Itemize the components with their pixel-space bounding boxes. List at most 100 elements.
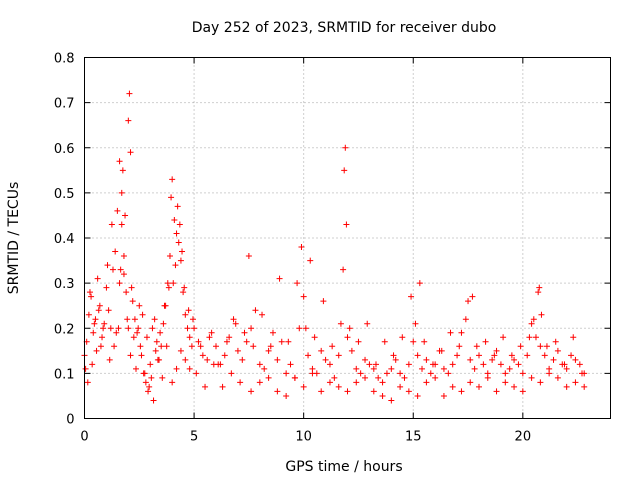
data-point: [543, 343, 550, 350]
y-tick-label: 0.1: [54, 367, 75, 382]
data-point: [179, 248, 186, 255]
data-point: [223, 338, 230, 345]
data-point: [199, 352, 206, 359]
data-point: [346, 325, 353, 332]
data-point: [191, 325, 198, 332]
data-point: [447, 329, 454, 336]
data-point: [401, 374, 408, 381]
data-point: [161, 302, 168, 309]
data-point: [458, 329, 465, 336]
data-point: [120, 253, 127, 260]
data-point: [563, 365, 570, 372]
data-point: [166, 253, 173, 260]
data-point: [342, 144, 349, 151]
data-point: [326, 361, 333, 368]
data-point: [219, 383, 226, 390]
data-point: [493, 347, 500, 354]
data-point: [390, 352, 397, 359]
data-point: [335, 383, 342, 390]
data-point: [541, 352, 548, 359]
data-point: [184, 325, 191, 332]
data-point: [99, 334, 106, 341]
data-point: [302, 325, 309, 332]
data-point: [174, 203, 181, 210]
data-point: [423, 379, 430, 386]
data-point: [169, 176, 176, 183]
data-point: [467, 356, 474, 363]
x-tick-labels: 0 5 10 15 20: [80, 430, 531, 445]
data-point: [134, 329, 141, 336]
y-tick-label: 0.4: [54, 232, 75, 247]
data-point: [366, 361, 373, 368]
data-point: [348, 347, 355, 354]
data-point: [150, 397, 157, 404]
data-point: [489, 356, 496, 363]
data-point: [383, 370, 390, 377]
grid: [84, 57, 611, 419]
data-point: [561, 361, 568, 368]
data-point: [152, 347, 159, 354]
data-point: [93, 347, 100, 354]
data-point: [379, 379, 386, 386]
data-point: [173, 230, 180, 237]
data-point: [234, 347, 241, 354]
data-point: [232, 320, 239, 327]
data-point: [335, 352, 342, 359]
data-point: [296, 325, 303, 332]
data-point: [92, 316, 99, 323]
data-point: [405, 361, 412, 368]
data-point: [118, 221, 125, 228]
data-point: [130, 334, 137, 341]
data-point: [497, 361, 504, 368]
data-point: [449, 383, 456, 390]
data-point: [172, 262, 179, 269]
data-point: [127, 352, 134, 359]
data-point: [552, 338, 559, 345]
data-point: [97, 343, 104, 350]
data-point: [572, 379, 579, 386]
data-point: [163, 343, 170, 350]
chart-title: Day 252 of 2023, SRMTID for receiver dub…: [192, 20, 497, 36]
data-point: [550, 356, 557, 363]
data-point: [131, 316, 138, 323]
data-point: [563, 383, 570, 390]
y-tick-label: 0.6: [54, 142, 75, 157]
data-point: [322, 356, 329, 363]
data-point: [118, 189, 125, 196]
data-point: [344, 334, 351, 341]
data-point: [107, 325, 114, 332]
data-point: [491, 352, 498, 359]
data-point: [122, 212, 129, 219]
data-point: [536, 284, 543, 291]
data-point: [133, 365, 140, 372]
data-point: [429, 361, 436, 368]
data-point: [353, 379, 360, 386]
data-point: [397, 370, 404, 377]
data-point: [265, 374, 272, 381]
data-point: [204, 356, 211, 363]
data-point: [181, 284, 188, 291]
data-point: [90, 329, 97, 336]
data-point: [554, 374, 561, 381]
data-point: [106, 356, 113, 363]
y-axis-label: SRMTID / TECUs: [6, 182, 22, 295]
data-point: [169, 379, 176, 386]
data-point: [252, 307, 259, 314]
data-point: [362, 374, 369, 381]
data-point: [151, 316, 158, 323]
data-point: [186, 334, 193, 341]
data-point: [554, 347, 561, 354]
data-point: [91, 320, 98, 327]
data-point: [116, 158, 123, 165]
data-point: [241, 329, 248, 336]
data-point: [153, 338, 160, 345]
data-point: [579, 370, 586, 377]
data-point: [421, 338, 428, 345]
data-point: [572, 356, 579, 363]
data-point: [465, 298, 472, 305]
data-point: [388, 397, 395, 404]
data-point: [248, 325, 255, 332]
data-point: [259, 311, 266, 318]
data-point: [142, 379, 149, 386]
data-point: [476, 383, 482, 390]
